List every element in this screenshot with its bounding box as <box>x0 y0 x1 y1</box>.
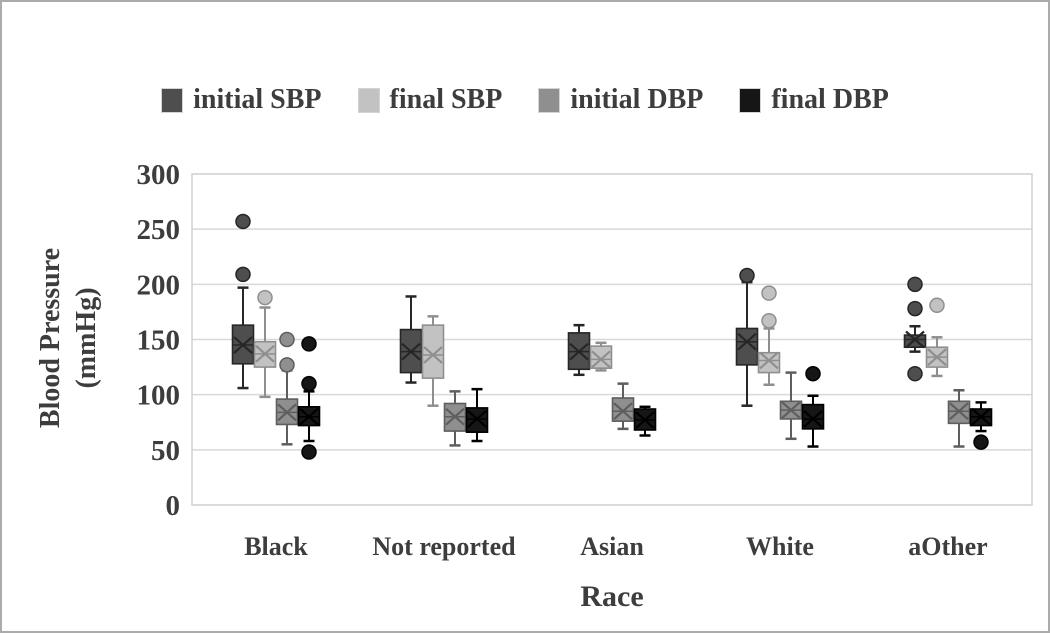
mean-x-marker-series2-cat3 <box>781 401 801 419</box>
legend-swatch-initial-dbp <box>538 87 561 113</box>
mean-x-marker-series2-cat1 <box>445 407 465 426</box>
x-tick-label-3: White <box>746 532 814 561</box>
legend-label-initial-sbp: initial SBP <box>193 84 322 115</box>
mean-x-marker-series3-cat2 <box>635 411 655 429</box>
outlier-dot-series0-cat4 <box>907 276 923 293</box>
outlier-dot-series1-cat4 <box>929 297 945 314</box>
mean-x-marker-series1-cat1 <box>423 346 443 364</box>
mean-x-marker-series0-cat2 <box>569 342 589 361</box>
outlier-dot-series1-cat0 <box>257 289 273 306</box>
chart-legend: initial SBP final SBP initial DBP final … <box>2 86 1048 114</box>
mean-x-marker-series2-cat0 <box>277 403 297 422</box>
mean-x-marker-series1-cat0 <box>255 345 275 363</box>
y-tick-label-0: 0 <box>166 490 181 522</box>
outlier-dot-series3-cat3 <box>805 365 821 382</box>
outlier-dot-series0-cat0 <box>235 213 251 230</box>
x-tick-label-2: Asian <box>580 532 644 561</box>
mean-x-marker-series1-cat2 <box>591 350 611 369</box>
legend-item-final-dbp: final DBP <box>739 84 889 115</box>
y-tick-label-300: 300 <box>137 159 181 191</box>
outlier-dot-series3-cat0 <box>301 444 317 460</box>
y-tick-label-150: 150 <box>137 325 181 357</box>
box-series1-cat1 <box>421 324 445 379</box>
legend-label-final-dbp: final DBP <box>771 84 889 115</box>
mean-x-marker-series1-cat3 <box>759 351 779 370</box>
outlier-dot-series2-cat0 <box>279 331 295 348</box>
y-tick-label-50: 50 <box>151 435 180 467</box>
legend-item-initial-dbp: initial DBP <box>538 86 703 114</box>
mean-x-marker-series2-cat2 <box>613 402 633 421</box>
box-series1-cat3 <box>757 351 781 374</box>
legend-swatch-final-dbp <box>739 87 762 113</box>
legend-swatch-initial-sbp <box>161 87 184 113</box>
legend-item-initial-sbp: initial SBP <box>161 84 322 115</box>
legend-swatch-final-sbp <box>357 87 380 113</box>
y-tick-label-100: 100 <box>137 380 181 412</box>
mean-x-marker-series3-cat4 <box>971 407 991 426</box>
mean-x-marker-series0-cat3 <box>737 332 757 351</box>
outlier-dot-series2-cat0 <box>279 357 295 373</box>
outlier-dot-series0-cat4 <box>907 300 923 317</box>
outlier-dot-series1-cat3 <box>761 312 777 329</box>
outlier-dot-series3-cat0 <box>301 336 317 352</box>
x-tick-label-1: Not reported <box>372 532 516 561</box>
mean-x-marker-series0-cat0 <box>233 336 253 354</box>
outlier-dot-series3-cat4 <box>973 434 989 450</box>
x-axis-title: Race <box>580 580 644 613</box>
mean-x-marker-series0-cat1 <box>401 342 421 361</box>
legend-label-initial-dbp: initial DBP <box>570 84 704 115</box>
mean-x-marker-series3-cat0 <box>299 407 319 426</box>
mean-x-marker-series1-cat4 <box>927 348 947 366</box>
plot-area-border <box>191 173 1033 506</box>
outlier-dot-series3-cat0 <box>301 375 317 392</box>
legend-label-final-sbp: final SBP <box>389 84 503 115</box>
outlier-dot-series0-cat0 <box>235 266 251 283</box>
outlier-dot-series1-cat3 <box>761 285 777 301</box>
mean-x-marker-series3-cat3 <box>803 410 823 428</box>
x-tick-label-0: Black <box>244 532 308 561</box>
outlier-dot-series0-cat3 <box>739 267 755 284</box>
mean-x-marker-series2-cat4 <box>949 402 969 421</box>
y-tick-label-200: 200 <box>137 269 181 301</box>
x-tick-label-4: aOther <box>908 532 987 561</box>
mean-x-marker-series0-cat4 <box>905 330 925 349</box>
y-tick-label-250: 250 <box>137 214 181 246</box>
mean-x-marker-series3-cat1 <box>467 410 487 428</box>
outlier-dot-series0-cat4 <box>907 365 923 382</box>
legend-item-final-sbp: final SBP <box>357 84 503 115</box>
